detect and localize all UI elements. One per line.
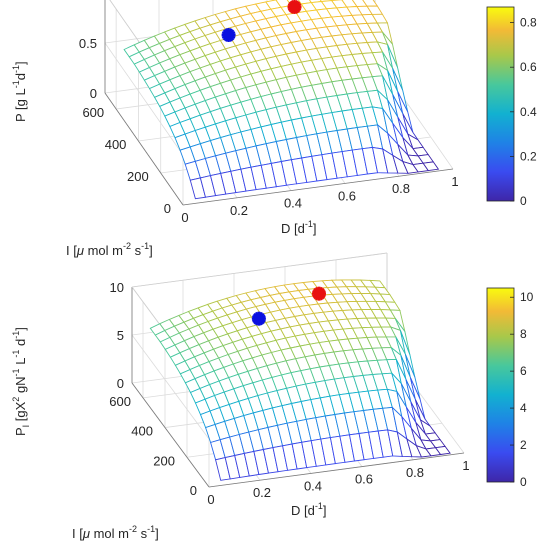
colorbar-tick-label: 0 [520, 475, 527, 489]
colorbar-tick-label: 4 [520, 401, 527, 415]
red-optimum-marker [287, 0, 302, 14]
y-tick-label: 200 [127, 169, 149, 184]
z-tick-label: 0 [117, 376, 124, 391]
y-tick-label: 0 [164, 201, 171, 216]
y-axis-label-1: I [μ mol m-2 s-1] [66, 241, 153, 258]
x-axis-label-2: D [d-1] [291, 501, 326, 518]
blue-optimum-marker [221, 28, 236, 42]
z-axis-label-2: PI [gX2 gN-1 L-1 d-1] [11, 327, 31, 436]
y-tick-label: 400 [131, 424, 153, 439]
x-tick-label: 0.2 [230, 203, 248, 218]
red-optimum-marker [312, 286, 326, 301]
z-tick-label: 1 [90, 0, 97, 1]
colorbar-tick-label: 0.2 [520, 149, 537, 163]
colorbar-tick-label: 10 [520, 290, 534, 304]
colorbar-tick-label: 0.6 [520, 60, 537, 74]
y-tick-label: 600 [82, 105, 104, 120]
x-tick-label: 0.8 [406, 465, 424, 480]
colorbar-tick-label: 8 [520, 327, 527, 341]
x-tick-label: 0.6 [355, 472, 373, 487]
x-tick-label: 0.2 [253, 485, 271, 500]
x-tick-label: 0.4 [284, 196, 302, 211]
optimum-markers-1 [221, 0, 302, 42]
panel-1: 0 0.2 0.4 0.6 0.8 1 0 200 400 600 0 0.5 1 D [d-1] I … [11, 0, 537, 258]
z-axis-label-1: P [g L-1d-1] [11, 61, 28, 122]
x-tick-label: 0.8 [392, 181, 410, 196]
x-axis-label-1: D [d-1] [281, 219, 316, 236]
tick-labels-1: 0 0.2 0.4 0.6 0.8 1 0 200 400 600 0 0.5 1 [79, 0, 459, 225]
x-tick-label: 1 [462, 458, 469, 473]
surface-cell [422, 161, 440, 172]
colorbar-1: 0 0.2 0.4 0.6 0.8 [486, 6, 537, 208]
colorbar-tick-label: 0.4 [520, 105, 537, 119]
colorbar-gradient-1 [486, 6, 515, 202]
optimum-markers-2 [251, 286, 326, 326]
y-tick-label: 600 [109, 394, 131, 409]
colorbar-gradient-2 [486, 287, 515, 483]
x-tick-label: 0.4 [304, 478, 322, 493]
y-tick-label: 200 [153, 453, 175, 468]
colorbar-tick-label: 2 [520, 438, 527, 452]
z-tick-label: 10 [110, 280, 124, 295]
colorbar-2: 0 2 4 6 8 10 [486, 287, 534, 489]
x-tick-label: 0.6 [338, 188, 356, 203]
y-tick-label: 0 [190, 483, 197, 498]
y-tick-label: 400 [105, 137, 127, 152]
colorbar-tick-label: 6 [520, 364, 527, 378]
z-tick-label: 5 [117, 328, 124, 343]
blue-optimum-marker [251, 311, 266, 326]
x-tick-label: 0 [181, 210, 188, 225]
z-tick-label: 0 [90, 86, 97, 101]
surface-mesh-2 [149, 279, 451, 481]
surface-mesh-1 [123, 0, 440, 200]
colorbar-tick-label: 0 [520, 194, 527, 208]
x-tick-label: 0 [207, 492, 214, 507]
x-tick-label: 1 [451, 174, 458, 189]
y-axis-label-2: I [μ mol m-2 s-1] [72, 524, 159, 541]
colorbar-tick-label: 0.8 [520, 16, 537, 30]
z-tick-label: 0.5 [79, 36, 97, 51]
surface-cell [434, 445, 451, 455]
